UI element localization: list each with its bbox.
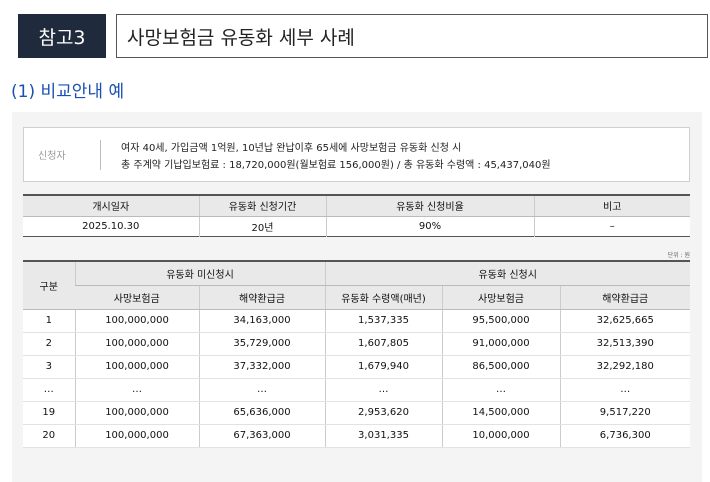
summary-header-cell: 유동화 신청비율 bbox=[325, 195, 534, 217]
table-cell: 100,000,000 bbox=[74, 424, 199, 448]
table-cell: 91,000,000 bbox=[441, 332, 560, 356]
table-cell: … bbox=[441, 378, 560, 402]
table-cell: 1,679,940 bbox=[324, 355, 442, 379]
table-row: 3 100,000,000 37,332,000 1,679,940 86,500,00… bbox=[23, 355, 690, 379]
table-cell: 6,736,300 bbox=[559, 424, 690, 448]
table-cell: 1,607,805 bbox=[324, 332, 442, 356]
sub-header: 사망보험금 bbox=[75, 285, 199, 310]
summary-header-cell: 유동화 신청기간 bbox=[198, 195, 326, 217]
table-cell: 2,953,620 bbox=[324, 401, 442, 425]
table-cell: 10,000,000 bbox=[441, 424, 560, 448]
table-cell: 95,500,000 bbox=[441, 309, 560, 333]
table-row: 19 100,000,000 65,636,000 2,953,620 14,500,0… bbox=[23, 401, 690, 425]
applicant-label: 신청자 bbox=[38, 151, 66, 162]
row-index-cell: … bbox=[23, 378, 75, 402]
sub-header: 사망보험금 bbox=[441, 285, 560, 310]
group-header-applied: 유동화 신청시 bbox=[324, 261, 690, 286]
col-group-header: 구분 bbox=[23, 261, 75, 310]
row-index-cell: 20 bbox=[23, 424, 75, 448]
table-row: 20 100,000,000 67,363,000 3,031,335 10,000,0… bbox=[23, 424, 690, 448]
applicant-totals: 총 주계약 기납입보험료 : 18,720,000원(월보험료 156,000원… bbox=[121, 160, 551, 171]
applicant-box: 신청자 여자 40세, 가입금액 1억원, 10년납 완납이후 65세에 사망보… bbox=[23, 127, 690, 182]
table-cell: 35,729,000 bbox=[198, 332, 325, 356]
table-cell: 65,636,000 bbox=[198, 401, 325, 425]
table-cell: 100,000,000 bbox=[74, 309, 199, 333]
summary-cell: 90% bbox=[325, 216, 534, 236]
table-row: 2 100,000,000 35,729,000 1,607,805 91,000,00… bbox=[23, 332, 690, 356]
detail-group-row: 구분 유동화 미신청시 유동화 신청시 bbox=[23, 261, 690, 310]
summary-table: 개시일자 유동화 신청기간 유동화 신청비율 비고 2025.10.30 20년… bbox=[23, 194, 690, 237]
table-cell: … bbox=[559, 378, 690, 402]
table-cell: 67,363,000 bbox=[198, 424, 325, 448]
table-cell: 9,517,220 bbox=[559, 401, 690, 425]
summary-cell: – bbox=[533, 216, 690, 236]
table-cell: 3,031,335 bbox=[324, 424, 442, 448]
summary-cell: 20년 bbox=[198, 216, 326, 236]
table-cell: 32,625,665 bbox=[559, 309, 690, 333]
table-cell: 34,163,000 bbox=[198, 309, 325, 333]
detail-table: 구분 유동화 미신청시 유동화 신청시 사망보험금 해약환급금 유동화 수령액(… bbox=[23, 260, 690, 448]
table-cell: 100,000,000 bbox=[74, 401, 199, 425]
applicant-condition: 여자 40세, 가입금액 1억원, 10년납 완납이후 65세에 사망보험금 유… bbox=[121, 143, 462, 154]
detail-subheader-row: 사망보험금 해약환급금 유동화 수령액(매년) 사망보험금 해약환급금 bbox=[23, 285, 690, 310]
summary-value-row: 2025.10.30 20년 90% – bbox=[23, 216, 690, 236]
subtitle: (1) 비교안내 예 bbox=[11, 82, 125, 102]
reference-tag: 참고3 bbox=[18, 14, 106, 58]
section-title: 사망보험금 유동화 세부 사례 bbox=[116, 14, 708, 58]
row-index-cell: 2 bbox=[23, 332, 75, 356]
table-cell: 14,500,000 bbox=[441, 401, 560, 425]
table-cell: … bbox=[198, 378, 325, 402]
divider bbox=[100, 140, 101, 170]
summary-cell: 2025.10.30 bbox=[82, 220, 140, 232]
table-cell: 86,500,000 bbox=[441, 355, 560, 379]
summary-header-cell: 개시일자 bbox=[23, 195, 199, 217]
table-cell: 100,000,000 bbox=[74, 332, 199, 356]
table-cell: 37,332,000 bbox=[198, 355, 325, 379]
table-cell: … bbox=[324, 378, 442, 402]
table-row: 1 100,000,000 34,163,000 1,537,335 95,500,00… bbox=[23, 309, 690, 333]
summary-header-row: 개시일자 유동화 신청기간 유동화 신청비율 비고 bbox=[23, 195, 690, 217]
sub-header: 해약환급금 bbox=[198, 285, 325, 310]
summary-header-cell: 비고 bbox=[533, 195, 690, 217]
table-cell: … bbox=[74, 378, 199, 402]
table-cell: 32,292,180 bbox=[559, 355, 690, 379]
sub-header: 해약환급금 bbox=[559, 285, 690, 310]
table-row: ……………… bbox=[23, 378, 690, 402]
row-index-cell: 3 bbox=[23, 355, 75, 379]
group-header-not-applied: 유동화 미신청시 bbox=[74, 261, 325, 286]
comparison-panel: 신청자 여자 40세, 가입금액 1억원, 10년납 완납이후 65세에 사망보… bbox=[12, 112, 702, 482]
section-header: 참고3 사망보험금 유동화 세부 사례 bbox=[18, 14, 708, 58]
table-cell: 1,537,335 bbox=[324, 309, 442, 333]
unit-note: 단위 : 원 bbox=[667, 252, 690, 259]
table-cell: 32,513,390 bbox=[559, 332, 690, 356]
sub-header: 유동화 수령액(매년) bbox=[324, 285, 442, 310]
table-cell: 100,000,000 bbox=[74, 355, 199, 379]
row-index-cell: 19 bbox=[23, 401, 75, 425]
row-index-cell: 1 bbox=[23, 309, 75, 333]
